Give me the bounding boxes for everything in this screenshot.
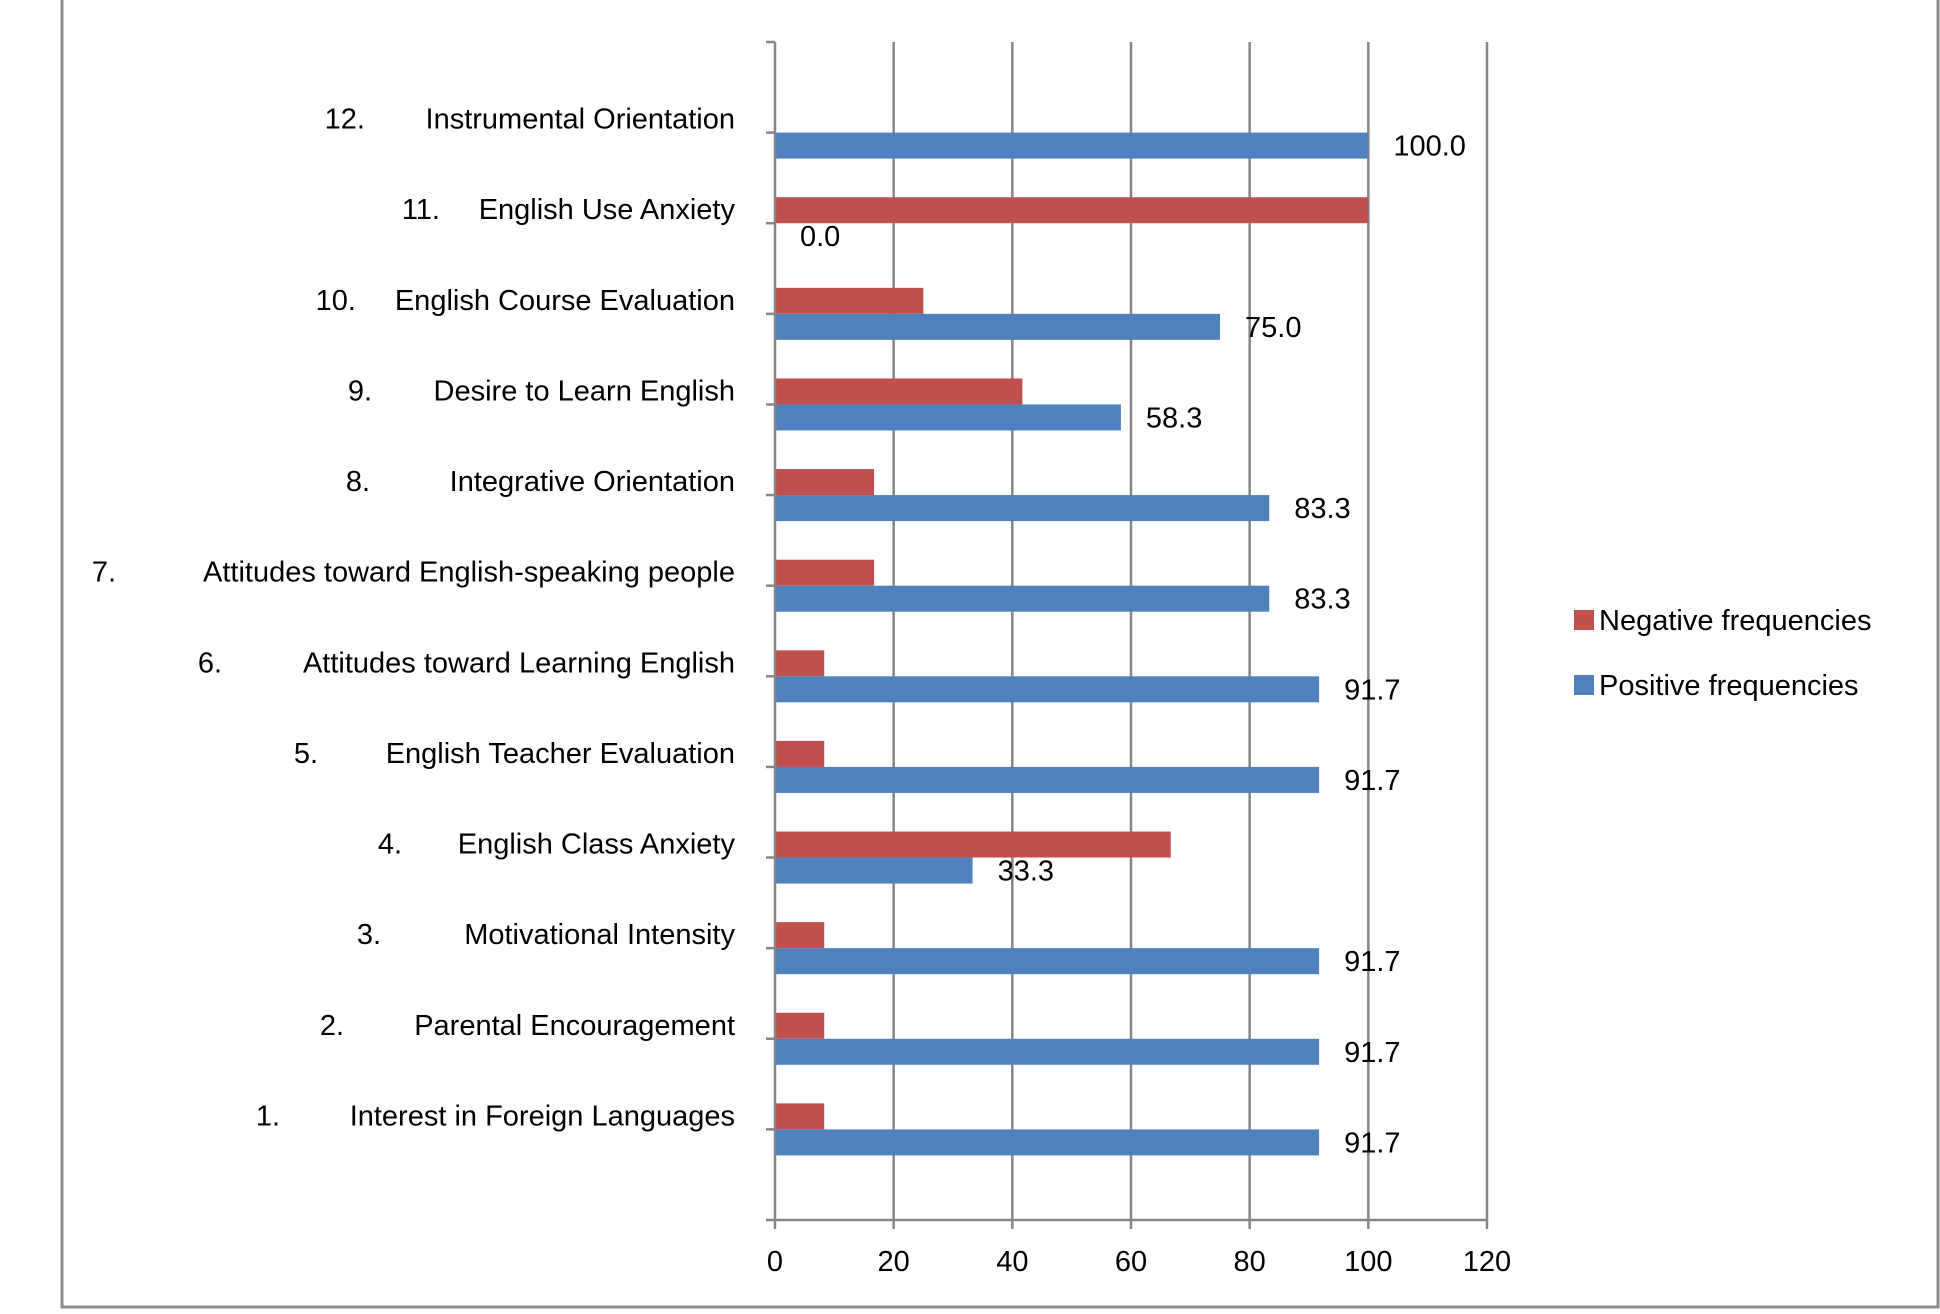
data-label-positive: 58.3 (1146, 402, 1202, 434)
bar-positive-frequency (775, 676, 1320, 703)
bar-negative-frequency (775, 1103, 825, 1130)
x-tick-label: 60 (1115, 1246, 1147, 1278)
category-labels: 1. Interest in Foreign Languages 2. Parenta… (92, 104, 736, 1133)
category-number-label: 6. (198, 647, 222, 679)
data-label-positive: 0.0 (800, 221, 840, 253)
legend-label: Positive frequencies (1599, 670, 1859, 702)
bar-positive-frequency (775, 404, 1121, 431)
data-label-positive: 91.7 (1344, 946, 1400, 978)
x-tick-label: 40 (996, 1246, 1028, 1278)
category-number-label: 4. (378, 829, 402, 861)
category-name-label: English Course Evaluation (395, 285, 735, 317)
category-name-label: Attitudes toward English-speaking people (203, 557, 735, 589)
bar-positive-frequency (775, 313, 1220, 340)
bars (775, 132, 1369, 1156)
bar-positive-frequency (775, 1129, 1320, 1156)
category-name-label: English Class Anxiety (458, 829, 736, 861)
category-name-label: English Teacher Evaluation (386, 738, 735, 770)
category-name-label: Desire to Learn English (434, 375, 735, 407)
category-name-label: Attitudes toward Learning English (303, 647, 735, 679)
category-number-label: 9. (348, 375, 372, 407)
category-number-label: 10. (316, 285, 356, 317)
category-name-label: Integrative Orientation (450, 466, 735, 498)
data-label-positive: 33.3 (998, 856, 1054, 888)
category-number-label: 11. (402, 194, 440, 226)
x-tick-label: 80 (1234, 1246, 1266, 1278)
legend-label: Negative frequencies (1599, 605, 1871, 637)
data-label-positive: 91.7 (1344, 1127, 1400, 1159)
data-labels: 91.7 91.7 91.7 33.3 91.7 91.7 83.3 83.3 58.3 75.0… (800, 131, 1466, 1160)
x-tick-labels: 0 20 40 60 80 100 120 (767, 1246, 1511, 1278)
category-name-label: English Use Anxiety (479, 194, 736, 226)
category-number-label: 5. (294, 738, 318, 770)
bar-negative-frequency (775, 378, 1023, 405)
bar-negative-frequency (775, 650, 825, 677)
bar-negative-frequency (775, 740, 825, 767)
x-tick-label: 0 (767, 1246, 783, 1278)
bar-positive-frequency (775, 857, 973, 884)
bar-positive-frequency (775, 495, 1270, 522)
category-name-label: Instrumental Orientation (426, 104, 735, 136)
bar-negative-frequency (775, 287, 924, 314)
bar-positive-frequency (775, 585, 1270, 612)
bar-negative-frequency (775, 559, 875, 586)
legend: Negative frequencies Positive frequencies (1574, 605, 1871, 702)
data-label-positive: 83.3 (1294, 493, 1350, 525)
data-label-positive: 83.3 (1294, 584, 1350, 616)
bar-negative-frequency (775, 197, 1369, 224)
category-number-label: 2. (320, 1010, 344, 1042)
data-label-positive: 91.7 (1344, 1037, 1400, 1069)
category-name-label: Motivational Intensity (464, 919, 735, 951)
bar-negative-frequency (775, 469, 875, 496)
bar-positive-frequency (775, 948, 1320, 975)
category-name-label: Interest in Foreign Languages (350, 1100, 735, 1132)
x-tick-label: 120 (1463, 1246, 1511, 1278)
data-label-positive: 100.0 (1393, 131, 1466, 163)
bar-positive-frequency (775, 766, 1320, 793)
category-number-label: 1. (256, 1100, 280, 1132)
category-number-label: 8. (346, 466, 370, 498)
data-label-positive: 75.0 (1245, 312, 1301, 344)
category-name-label: Parental Encouragement (414, 1010, 735, 1042)
category-number-label: 3. (357, 919, 381, 951)
category-number-label: 7. (92, 557, 116, 589)
bar-positive-frequency (775, 132, 1369, 159)
bar-negative-frequency (775, 922, 825, 949)
gridlines (892, 42, 1489, 1220)
bar-negative-frequency (775, 1012, 825, 1039)
x-tick-label: 20 (878, 1246, 910, 1278)
bar-positive-frequency (775, 1038, 1320, 1065)
legend-swatch (1574, 610, 1594, 630)
axes (766, 40, 1489, 1229)
data-label-positive: 91.7 (1344, 674, 1400, 706)
chart-border (60, 0, 1940, 1309)
category-number-label: 12. (325, 104, 365, 136)
legend-swatch (1574, 675, 1594, 695)
x-tick-label: 100 (1344, 1246, 1392, 1278)
data-label-positive: 91.7 (1344, 765, 1400, 797)
bar-negative-frequency (775, 831, 1171, 858)
